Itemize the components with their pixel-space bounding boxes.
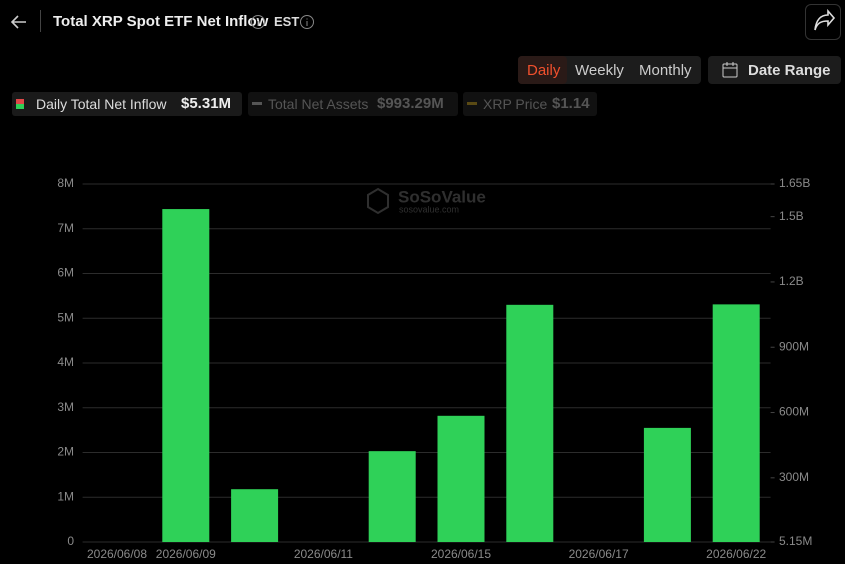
y2-tick-label: 600M — [779, 405, 809, 419]
legend-swatch-down — [16, 104, 24, 109]
y-tick-label: 0 — [67, 534, 74, 548]
timezone: EST — [274, 14, 300, 29]
share-button[interactable] — [805, 4, 841, 40]
legend-label: Total Net Assets — [268, 96, 369, 112]
share-icon — [814, 8, 836, 31]
x-tick-label: 2026/06/15 — [431, 547, 491, 561]
bar — [231, 489, 279, 542]
legend-item[interactable]: XRP Price $1.14 — [463, 92, 597, 116]
x-tick-label: 2026/06/08 — [87, 547, 147, 561]
x-tick-label: 2026/06/09 — [156, 547, 216, 561]
y-tick-label: 1M — [57, 489, 74, 503]
legend-value: $993.29M — [377, 95, 444, 112]
x-tick-label: 2026/06/22 — [706, 547, 766, 561]
y-tick-label: 3M — [57, 400, 74, 414]
watermark-brand: SoSoValue — [398, 187, 486, 206]
bar — [162, 209, 210, 542]
legend-swatch-up — [16, 99, 24, 104]
y2-tick-label: 300M — [779, 470, 809, 484]
legend-value: $1.14 — [552, 95, 590, 112]
y2-tick-label: 5.15M — [779, 534, 812, 548]
date-range-button[interactable]: Date Range — [708, 56, 841, 84]
bar — [643, 427, 691, 542]
y-tick-label: 4M — [57, 355, 74, 369]
watermark-logo — [367, 187, 389, 215]
y2-tick-label: 1.5B — [779, 209, 804, 223]
y2-tick-label: 1.2B — [779, 274, 804, 288]
legend-label: XRP Price — [483, 96, 548, 112]
back-button[interactable] — [8, 12, 30, 32]
legend-item[interactable]: Total Net Assets $993.29M — [248, 92, 458, 116]
period-weekly[interactable]: Weekly — [575, 62, 624, 79]
x-tick-label: 2026/06/11 — [294, 547, 353, 561]
active-period-bg — [518, 56, 567, 84]
y2-tick-label: 1.65B — [779, 176, 810, 190]
bar — [712, 304, 760, 542]
period-daily[interactable]: Daily — [527, 62, 561, 79]
legend-item[interactable]: Daily Total Net Inflow $5.31M — [12, 92, 242, 116]
y-tick-label: 2M — [57, 445, 74, 459]
y-tick-label: 7M — [57, 221, 74, 235]
y-tick-label: 6M — [57, 266, 74, 280]
y-tick-label: 8M — [57, 176, 74, 190]
bar — [506, 304, 554, 542]
bar — [437, 415, 485, 542]
date-range-label: Date Range — [748, 62, 831, 79]
legend-value: $5.31M — [181, 95, 232, 112]
info-icon[interactable] — [250, 14, 266, 30]
info-icon[interactable] — [299, 14, 315, 30]
y2-tick-label: 900M — [779, 339, 809, 353]
legend-swatch — [467, 102, 477, 105]
period-monthly[interactable]: Monthly — [639, 62, 692, 79]
divider — [40, 10, 41, 32]
legend-swatch — [252, 102, 262, 105]
y-tick-label: 5M — [57, 310, 74, 324]
bar — [368, 451, 416, 542]
calendar-icon — [722, 62, 738, 78]
watermark-site: sosovalue.com — [399, 204, 459, 214]
page-title: Total XRP Spot ETF Net Inflow — [53, 13, 269, 30]
legend-label: Daily Total Net Inflow — [36, 96, 167, 112]
watermark: SoSoValue sosovalue.com — [367, 187, 486, 215]
period-toggle: Daily Weekly Monthly — [518, 56, 701, 84]
x-tick-label: 2026/06/17 — [569, 547, 629, 561]
